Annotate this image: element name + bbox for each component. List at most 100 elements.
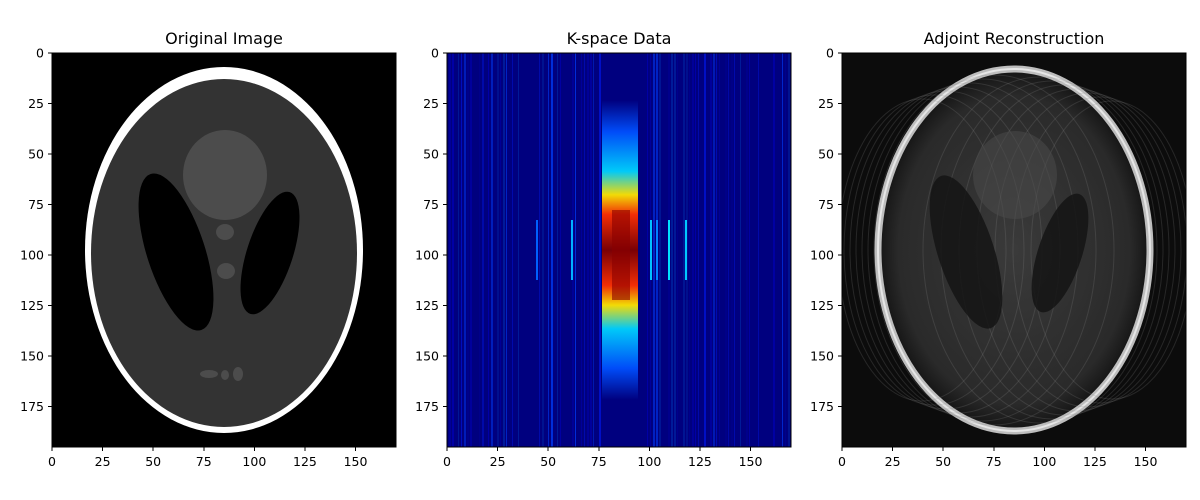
y-tick-label: 175 [810,399,834,414]
x-tick-label: 50 [540,454,556,469]
recon-skull-ring-highlight [877,68,1151,432]
kspace-stripe [551,53,553,447]
y-tick-label: 75 [818,197,834,212]
kspace-stripe [689,53,690,447]
panel-title: K-space Data [567,29,672,48]
kspace-stripe [575,53,576,447]
kspace-stripe [512,53,513,447]
kspace-stripe [491,53,493,447]
kspace-stripe [695,53,696,447]
x-tick-label: 100 [1032,454,1056,469]
y-tick-label: 150 [415,349,439,364]
phantom-brain [91,79,357,427]
y-tick-label: 25 [28,96,44,111]
kspace-stripe [773,53,775,447]
y-tick-label: 125 [415,298,439,313]
y-tick-label: 0 [36,46,44,61]
phantom-small-spot [217,263,235,279]
y-tick-label: 25 [818,96,834,111]
y-tick-label: 50 [28,147,44,162]
kspace-stripe [581,53,582,447]
kspace-stripe [710,53,712,447]
kspace-stripe [677,53,678,447]
recon-streak [922,76,1158,424]
x-tick-label: 125 [688,454,712,469]
panel-adjoint-reconstruction: Adjoint Reconstruction 0 25 50 75 100 125 150 … [810,29,1187,469]
kspace-stripe [452,53,454,447]
kspace-stripe [503,53,505,447]
x-tick-label: 75 [986,454,1002,469]
kspace-stripe [458,53,459,447]
kspace-stripe [542,53,544,447]
kspace-stripe [548,53,549,447]
kspace-stripe [590,53,592,447]
panel-kspace-data: K-space Data 0 25 50 75 100 125 150 0 25 50 75 100… [415,29,792,469]
y-tick-label: 175 [20,399,44,414]
kspace-stripe [479,53,480,447]
kspace-stripe [506,53,507,447]
kspace-stripe [713,53,715,447]
kspace-stripe [659,53,661,447]
x-tick-label: 50 [145,454,161,469]
panel-original-image: Original Image 0 25 50 75 100 125 150 0 25 50 75 1… [20,29,397,469]
x-tick-label: 125 [293,454,317,469]
y-axis: 0 25 50 75 100 125 150 175 [415,46,447,414]
x-tick-label: 0 [48,454,56,469]
x-tick-label: 125 [1083,454,1107,469]
axes-frame [51,52,397,448]
y-tick-label: 125 [20,298,44,313]
recon-body [878,69,1150,431]
x-tick-label: 100 [637,454,661,469]
kspace-stripe [467,53,469,447]
kspace-stripes [449,53,790,447]
kspace-stripe [464,53,466,447]
kspace-center-band-dark [612,210,630,300]
recon-streak [867,78,1097,422]
kspace-stripe [497,53,499,447]
image-area [842,53,1186,447]
y-axis: 0 25 50 75 100 125 150 175 [20,46,52,414]
phantom-small-spot [200,370,218,378]
axes-frame [446,52,792,448]
x-tick-label: 75 [196,454,212,469]
y-tick-label: 100 [810,248,834,263]
kspace-stripe [749,53,750,447]
y-tick-label: 75 [423,197,439,212]
y-tick-label: 125 [810,298,834,313]
kspace-stripe [731,53,733,447]
kspace-stripe [746,53,748,447]
kspace-stripe [560,53,561,447]
recon-streak [842,98,1007,402]
kspace-stripe [482,53,484,447]
recon-left-ventricle [929,175,1003,329]
kspace-stripe [584,53,585,447]
x-axis: 0 25 50 75 100 125 150 [48,447,368,469]
kspace-stripe [683,53,685,447]
y-tick-label: 25 [423,96,439,111]
x-axis: 0 25 50 75 100 125 150 [443,447,763,469]
y-tick-label: 150 [810,349,834,364]
kspace-stripe [716,53,717,447]
y-tick-label: 50 [818,147,834,162]
x-tick-label: 0 [838,454,846,469]
kspace-stripe [500,53,501,447]
recon-streak [873,74,1115,426]
kspace-bright-stripe [668,220,670,280]
x-tick-label: 25 [490,454,506,469]
kspace-bright-stripe [536,220,538,280]
kspace-stripe [599,53,601,447]
kspace-stripe [593,53,594,447]
kspace-stripe [725,53,727,447]
kspace-stripe [719,53,720,447]
recon-streak [1030,100,1186,400]
y-tick-label: 0 [826,46,834,61]
kspace-stripe [734,53,735,447]
x-tick-label: 25 [885,454,901,469]
image-area [52,53,396,447]
kspace-stripe [674,53,676,447]
x-tick-label: 50 [935,454,951,469]
kspace-bright-stripe [656,220,658,280]
phantom-upper-blob [183,130,267,220]
kspace-bright-stripe [650,220,652,280]
